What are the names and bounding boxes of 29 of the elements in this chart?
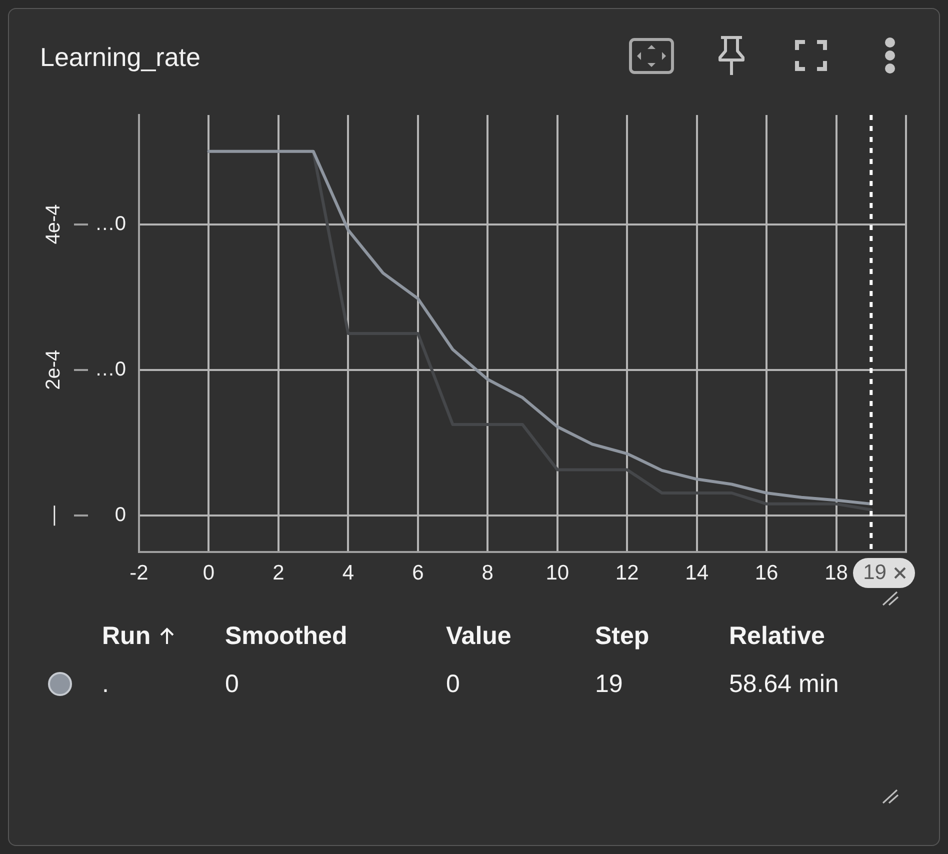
label-pill: 19 [853,558,916,588]
chart-title: Learning_rate [40,41,200,73]
x-tick-label: 10 [546,561,570,584]
y2-tick-label: 4e-4 [42,204,64,244]
text: 0 [446,669,460,699]
x-tick-label: 18 [824,561,848,584]
text: Step [595,621,650,651]
x-tick-label: 14 [685,561,709,584]
text: Value [446,621,512,651]
x-tick-label: 12 [615,561,639,584]
text: Smoothed [225,621,348,651]
text: Relative [729,621,825,651]
x-tick-label: 4 [342,561,354,584]
x-tick-label: -2 [130,561,148,584]
y-tick-label: 0 [114,504,126,526]
x-tick-label: 2 [272,561,284,584]
x-tick-label: 8 [482,561,494,584]
x-tick-label: 0 [202,561,215,584]
y2-tick-label: — [42,506,64,526]
y-tick-label: …0 [94,212,126,235]
y2-tick-label: 2e-4 [42,350,64,390]
text: 19 [595,670,623,698]
x-tick-label: 16 [754,561,778,584]
text: 58.64 min [729,669,839,699]
x-tick-label: 6 [412,561,424,584]
text: . [102,669,109,699]
y-tick-label: …0 [94,358,126,380]
text: 0 [225,669,239,699]
text: Run [102,621,151,651]
